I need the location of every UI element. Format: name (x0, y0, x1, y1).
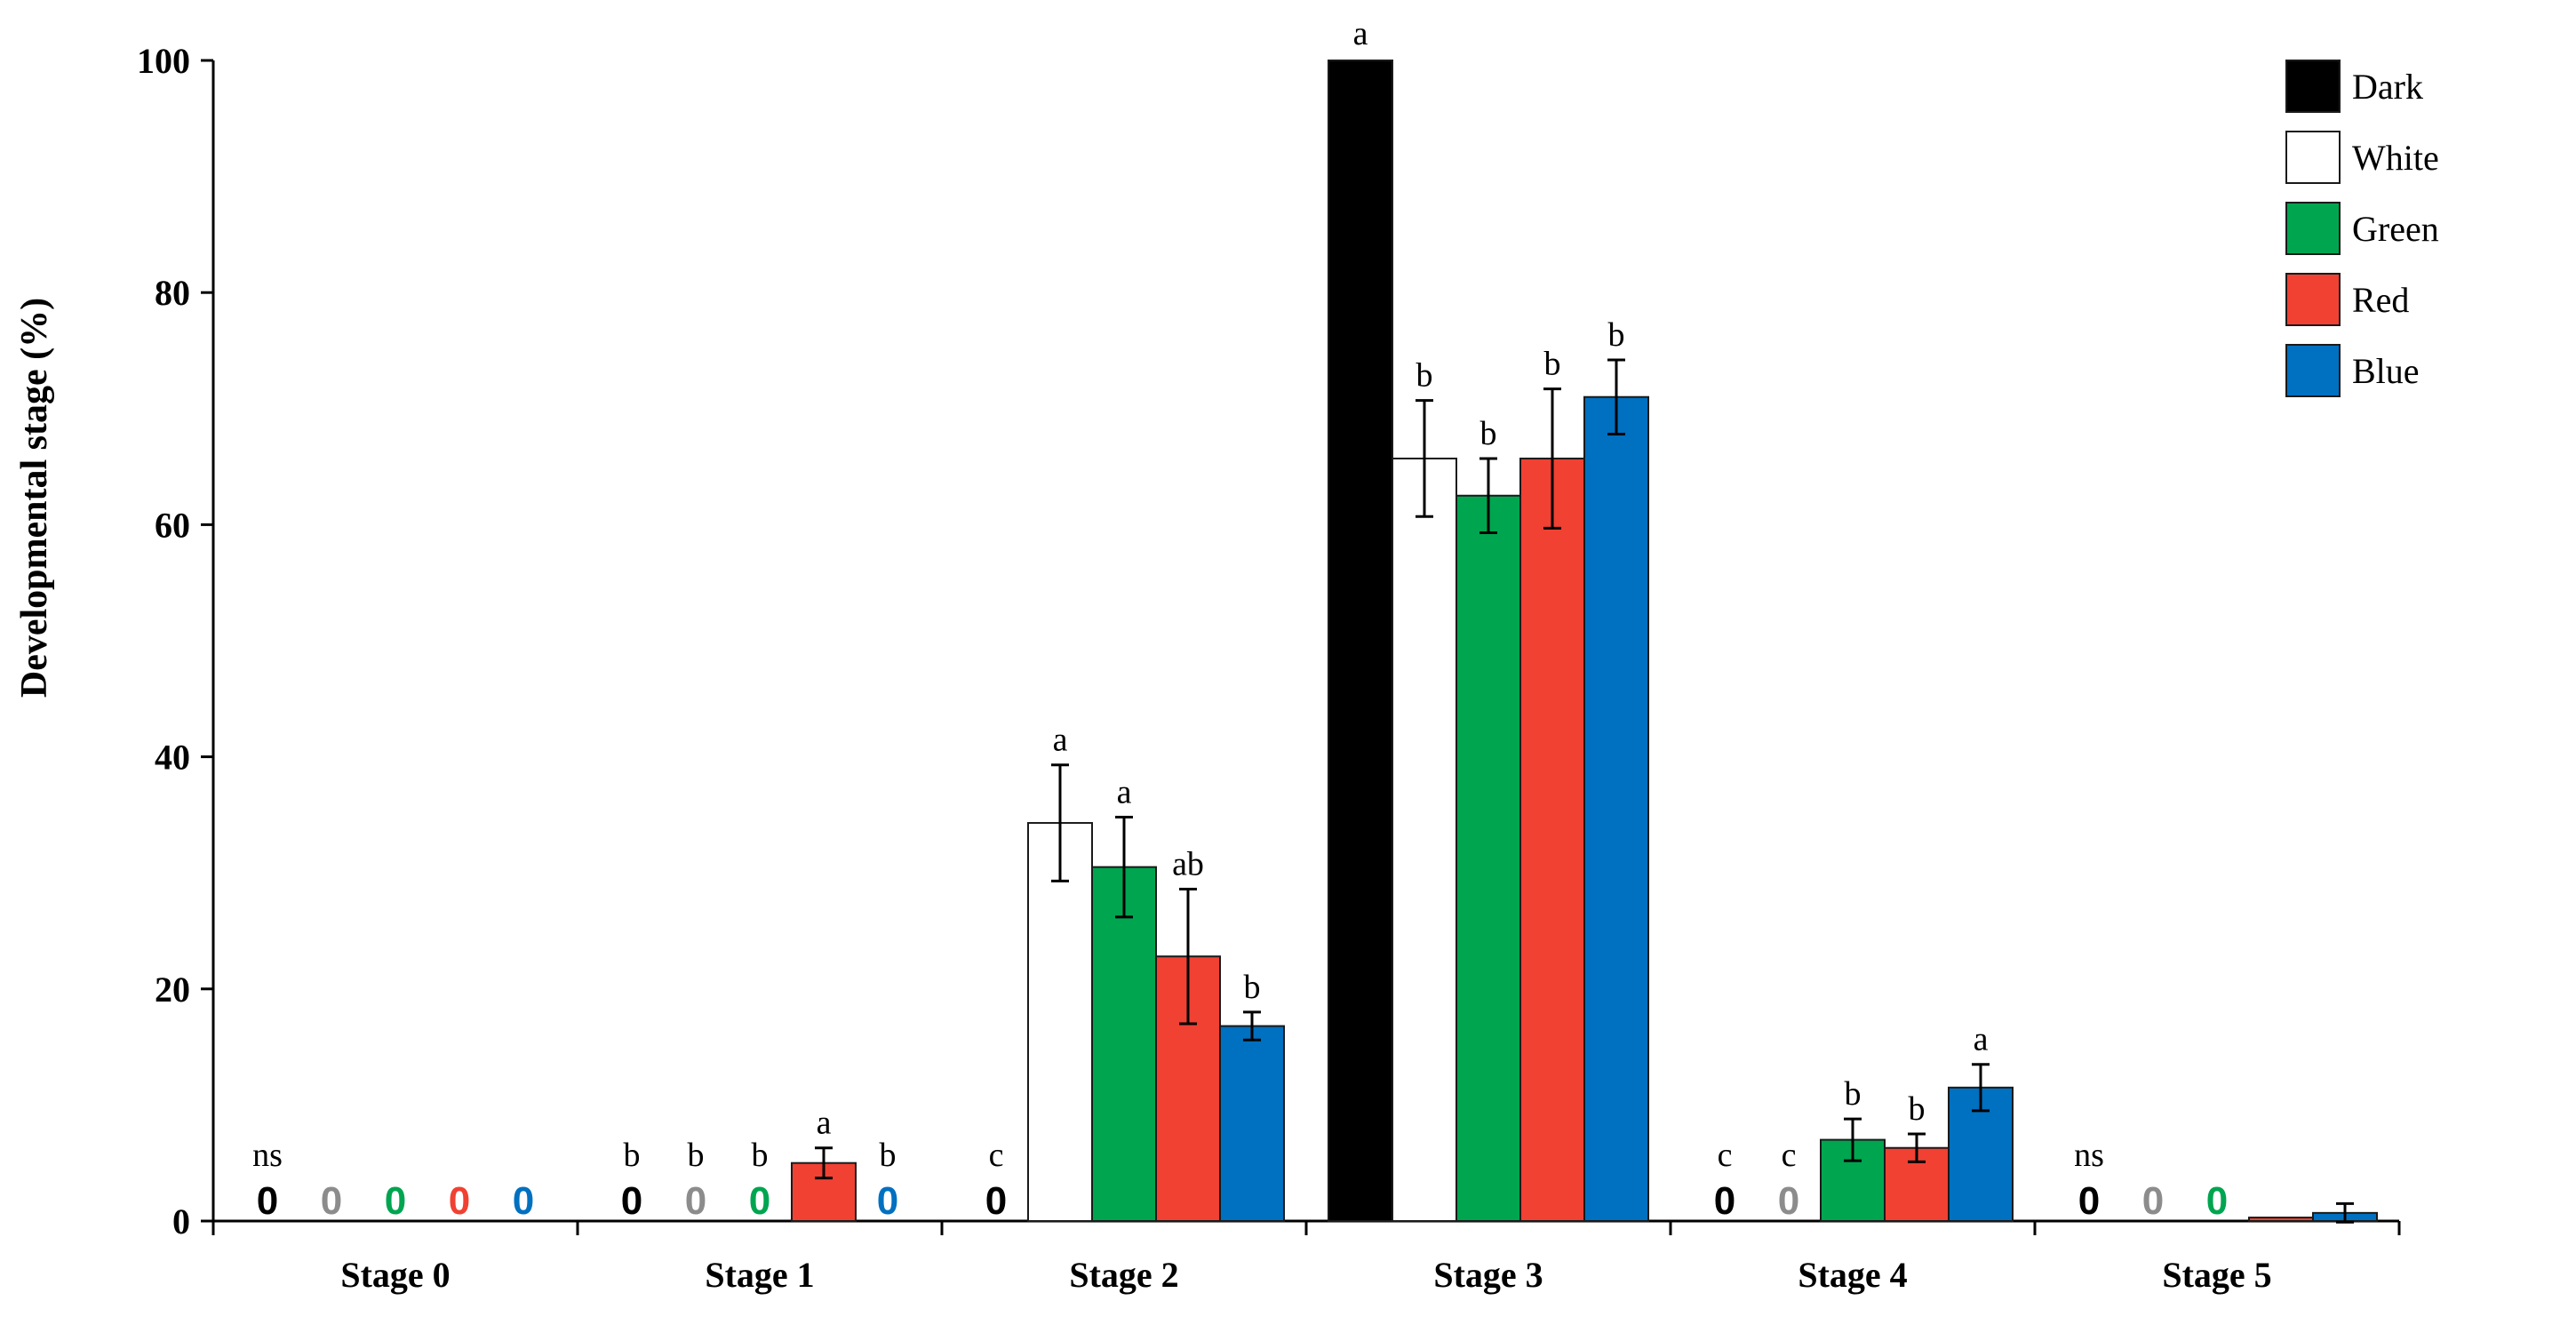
significance-label: ns (252, 1137, 283, 1174)
legend-label-red: Red (2352, 280, 2409, 320)
bar-white (1027, 822, 1093, 1222)
zero-mark: 0 (449, 1179, 470, 1223)
significance-label: a (817, 1105, 832, 1142)
bar-green (1091, 866, 1157, 1222)
bar-green (1455, 494, 1521, 1222)
legend-label-green: Green (2352, 209, 2439, 249)
significance-label: b (1845, 1075, 1862, 1113)
bar-blue (1219, 1025, 1285, 1223)
significance-label: b (688, 1137, 705, 1174)
zero-mark: 0 (749, 1179, 770, 1223)
significance-label: c (1718, 1137, 1733, 1174)
legend-label-blue: Blue (2352, 351, 2420, 391)
significance-label: b (1544, 346, 1561, 383)
legend-swatch-green (2285, 202, 2341, 255)
y-tick-label: 60 (155, 505, 190, 545)
zero-mark: 0 (1714, 1179, 1735, 1223)
significance-label: b (1244, 969, 1261, 1006)
zero-mark: 0 (321, 1179, 342, 1223)
legend-swatch-white (2285, 131, 2341, 184)
significance-label: ab (1172, 845, 1204, 882)
significance-label: ns (2074, 1137, 2104, 1174)
zero-mark: 0 (685, 1179, 706, 1223)
bars (791, 60, 2378, 1224)
legend-swatch-dark (2285, 60, 2341, 113)
significance-label: b (1909, 1090, 1926, 1128)
bar-red (1519, 457, 1585, 1222)
zero-mark: 0 (385, 1179, 406, 1223)
zero-mark: 0 (877, 1179, 898, 1223)
significance-label: b (880, 1137, 897, 1174)
legend-swatch-red (2285, 273, 2341, 326)
x-tick-label: Stage 3 (1433, 1255, 1543, 1295)
significance-label: a (1117, 774, 1132, 811)
x-tick-label: Stage 5 (2162, 1255, 2271, 1295)
legend-label-white: White (2352, 138, 2439, 178)
significance-label: b (624, 1137, 641, 1174)
x-tick-label: Stage 2 (1069, 1255, 1178, 1295)
y-axis-title: Developmental stage (%) (14, 298, 55, 698)
x-tick-label: Stage 1 (705, 1255, 814, 1295)
significance-label: b (1608, 316, 1625, 354)
y-tick-label: 20 (155, 970, 190, 1010)
bar-red (2248, 1217, 2314, 1223)
x-tick-label: Stage 4 (1798, 1255, 1907, 1295)
significance-label: b (1416, 357, 1433, 395)
zero-mark: 0 (2142, 1179, 2164, 1223)
zero-mark: 0 (1778, 1179, 1799, 1223)
zero-mark: 0 (513, 1179, 534, 1223)
y-tick-label: 40 (155, 738, 190, 778)
bar-white (1392, 457, 1457, 1222)
y-tick-label: 0 (172, 1201, 190, 1241)
zero-mark: 0 (621, 1179, 642, 1223)
zero-mark: 0 (257, 1179, 278, 1223)
bar-dark (1328, 60, 1393, 1222)
zero-mark: 0 (2206, 1179, 2228, 1223)
significance-label: c (1782, 1137, 1797, 1174)
significance-label: b (1480, 415, 1497, 452)
significance-label: c (989, 1137, 1004, 1174)
significance-label: a (1353, 15, 1368, 52)
legend-swatch-blue (2285, 344, 2341, 397)
significance-label: a (1053, 722, 1068, 759)
significance-label: a (1974, 1021, 1989, 1058)
legend: Dark White Green Red Blue (2285, 60, 2439, 397)
bar-blue (1583, 395, 1649, 1222)
y-tick-label: 80 (155, 273, 190, 313)
x-tick-label: Stage 0 (340, 1255, 450, 1295)
zero-mark: 0 (985, 1179, 1007, 1223)
legend-label-dark: Dark (2352, 67, 2423, 107)
y-tick-label: 100 (137, 41, 190, 81)
axes: 0 20 40 60 80 100 Stage 0 Stage 1 Stage 2 Stage 3… (137, 41, 2401, 1295)
zero-mark: 0 (2078, 1179, 2100, 1223)
significance-label: b (752, 1137, 769, 1174)
